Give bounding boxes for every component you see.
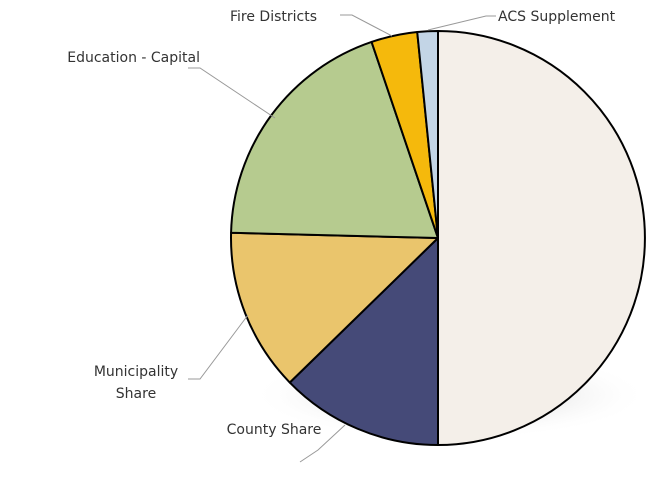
slice-label: ACS Supplement <box>498 9 616 25</box>
leader-line <box>188 67 276 119</box>
slice-label: Fire Districts <box>230 9 318 25</box>
pie-slice <box>416 30 439 239</box>
leader-line <box>427 15 496 31</box>
slice-label: Education - Capital <box>67 50 200 66</box>
slice-label: County Share <box>226 422 322 438</box>
pie-slice <box>288 237 439 446</box>
leader-line <box>188 314 249 380</box>
pie-slice <box>230 231 439 384</box>
leader-line <box>299 424 346 463</box>
slice-label: Municipality Share <box>93 364 179 402</box>
pie-slice <box>437 30 646 446</box>
leader-line <box>340 14 393 37</box>
